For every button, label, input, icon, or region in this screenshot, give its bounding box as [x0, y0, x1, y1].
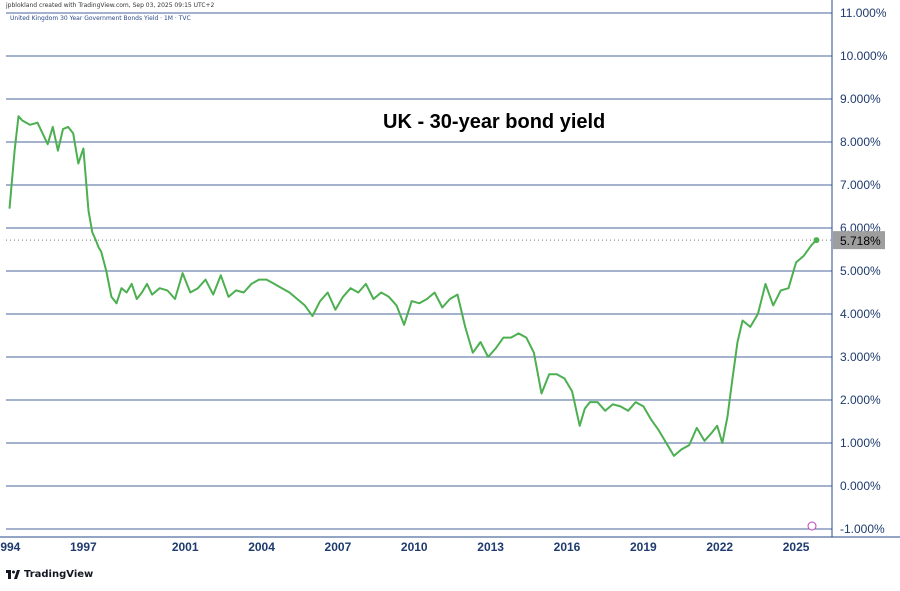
y-tick-label: -1.000% [840, 522, 885, 536]
x-tick-label: 1994 [0, 540, 21, 554]
x-tick-label: 2001 [172, 540, 199, 554]
chart-title: UK - 30-year bond yield [383, 111, 605, 133]
x-tick-label: 2019 [630, 540, 657, 554]
y-tick-label: 5.000% [840, 264, 881, 278]
horizontal-grid [6, 12, 832, 530]
y-tick-label: 10.000% [840, 49, 888, 63]
x-tick-label: 2004 [248, 540, 275, 554]
x-tick-label: 2007 [325, 540, 352, 554]
x-tick-label: 2022 [706, 540, 733, 554]
x-tick-label: 2010 [401, 540, 428, 554]
y-tick-label: 8.000% [840, 135, 881, 149]
tradingview-brand-text: TradingView [24, 569, 94, 580]
last-value-label-bg [833, 231, 885, 250]
y-tick-label: 0.000% [840, 479, 881, 493]
price-axis[interactable]: -1.000% 0.000% 1.000% 2.000% 3.000% 4.000% 5.0… [840, 6, 888, 536]
x-tick-label: 2025 [783, 540, 810, 554]
event-circle-icon[interactable] [807, 521, 817, 531]
y-tick-label: 3.000% [840, 350, 881, 364]
y-tick-label: 7.000% [840, 178, 881, 192]
tradingview-brand[interactable]: TradingView [6, 569, 93, 580]
y-tick-label: 4.000% [840, 307, 881, 321]
x-tick-label: 1997 [70, 540, 97, 554]
event-icon[interactable] [807, 521, 817, 531]
x-tick-label: 2013 [477, 540, 504, 554]
time-axis[interactable]: 1994 1997 2001 2004 2007 2010 2013 2016 2019 2022… [0, 540, 810, 554]
last-value-dot [813, 237, 820, 244]
series-line-uk-30y-yield [8, 115, 818, 457]
y-tick-label: 11.000% [840, 6, 887, 20]
y-tick-label: 9.000% [840, 92, 881, 106]
symbol-legend[interactable]: United Kingdom 30 Year Government Bonds … [10, 15, 191, 22]
last-value-label: 5.718% [840, 234, 881, 248]
y-tick-label: 2.000% [840, 393, 881, 407]
x-tick-label: 2016 [554, 540, 581, 554]
tradingview-logo-icon [6, 570, 20, 579]
y-tick-label: 1.000% [840, 436, 881, 450]
credit-text: jpblokland created with TradingView.com,… [6, 2, 215, 9]
